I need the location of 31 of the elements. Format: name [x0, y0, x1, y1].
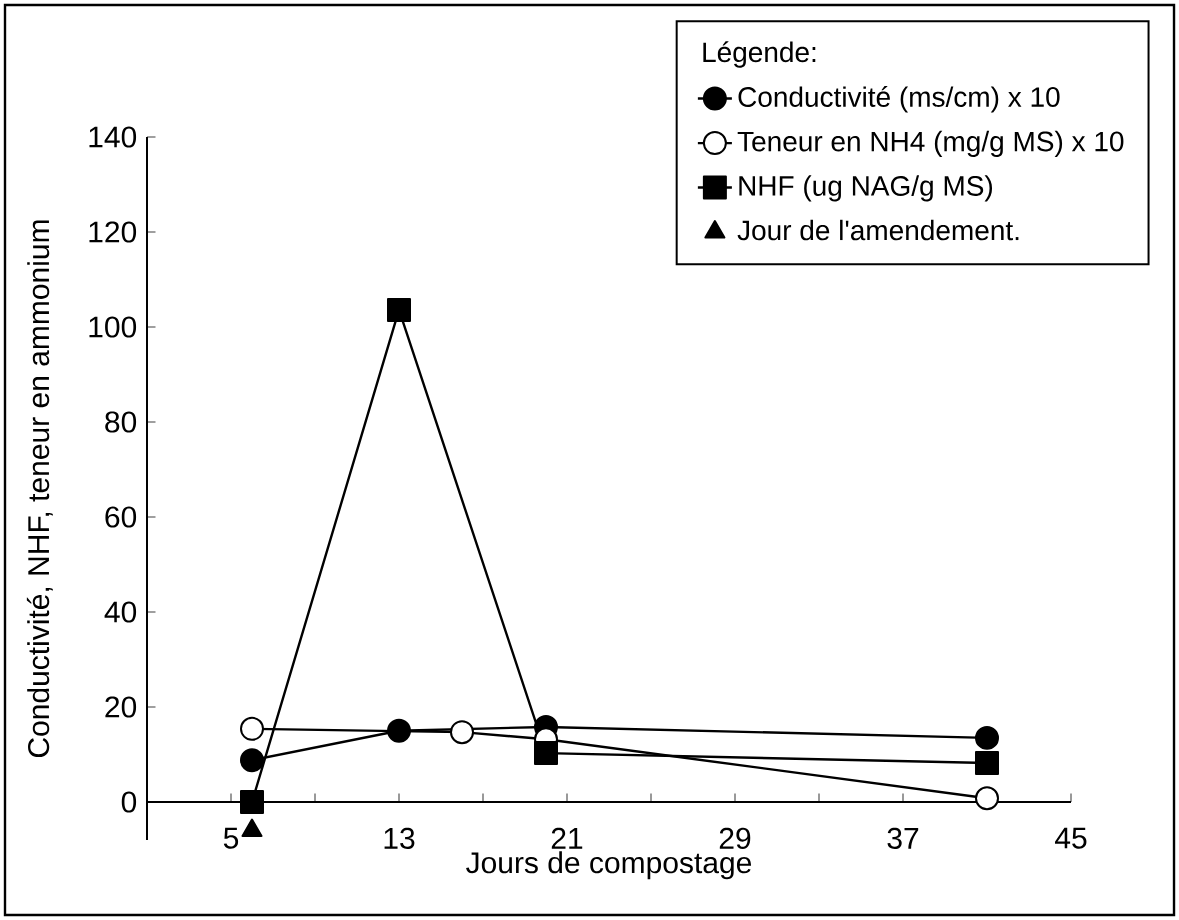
point	[387, 718, 411, 743]
legend-title: Légende:	[703, 41, 816, 68]
point	[240, 790, 264, 814]
y-tick-label: 80	[105, 411, 137, 433]
y-tick-label: 140	[89, 126, 137, 148]
x-axis-title: Jours de compostage	[466, 851, 752, 880]
y-tick-label: 20	[105, 696, 137, 718]
y-tick-label: 40	[104, 601, 137, 623]
legend-label: Teneur en NH4 (mg/g MS) x 10	[737, 130, 1124, 157]
x-tick-label: 21	[551, 827, 583, 849]
legend-label: Jour de l'amendement.	[737, 219, 1019, 241]
x-tick-label: 5	[223, 827, 239, 849]
x-tick-label: 37	[887, 827, 919, 849]
point	[975, 751, 999, 776]
y-tick-label: 120	[89, 221, 137, 243]
point	[534, 741, 558, 766]
point	[975, 786, 999, 811]
point	[450, 720, 474, 745]
legend-label: Conductivité (ms/cm) x 10	[738, 86, 1060, 113]
x-tick-label: 29	[719, 827, 751, 849]
x-tick-label: 13	[384, 827, 415, 849]
y-axis-title: Conductivité, NHF, teneur en ammonium	[26, 220, 53, 758]
legend-label: NHF (ug NAG/g MS)	[739, 175, 993, 202]
y-tick-label: 0	[121, 791, 137, 813]
point	[975, 725, 999, 750]
point	[387, 297, 411, 322]
point	[240, 748, 264, 773]
y-tick-label: 60	[105, 506, 137, 528]
x-tick-label: 45	[1055, 827, 1087, 849]
point	[240, 716, 264, 741]
y-tick-label: 100	[89, 316, 137, 338]
